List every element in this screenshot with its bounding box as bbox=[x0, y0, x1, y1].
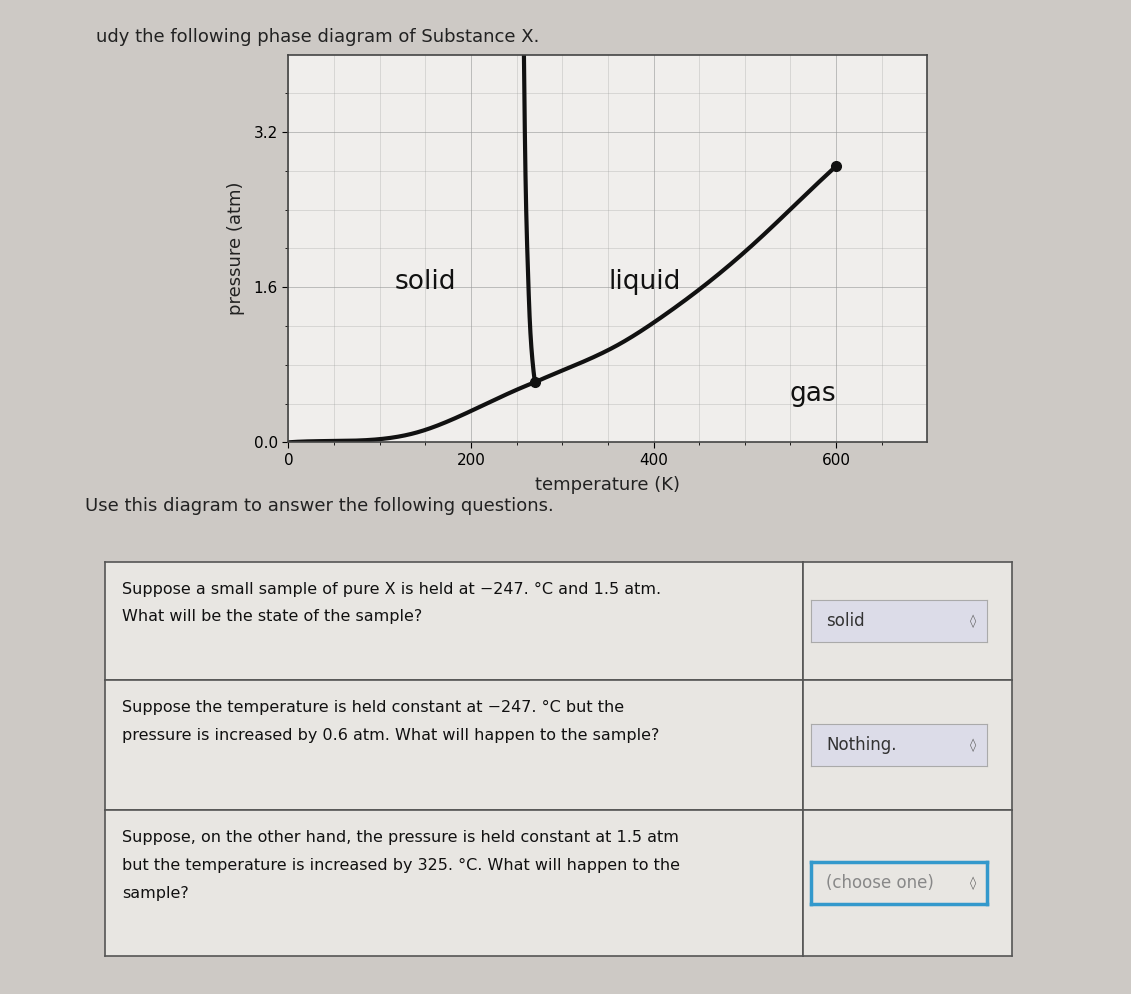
Text: Suppose a small sample of pure X is held at −247. °C and 1.5 atm.: Suppose a small sample of pure X is held… bbox=[122, 581, 662, 596]
Text: What will be the state of the sample?: What will be the state of the sample? bbox=[122, 609, 422, 624]
Text: sample?: sample? bbox=[122, 886, 189, 901]
Y-axis label: pressure (atm): pressure (atm) bbox=[227, 182, 245, 315]
Text: Suppose the temperature is held constant at −247. °C but the: Suppose the temperature is held constant… bbox=[122, 700, 624, 715]
Text: ◊: ◊ bbox=[970, 739, 976, 751]
Text: (choose one): (choose one) bbox=[826, 875, 934, 893]
Text: udy the following phase diagram of Substance X.: udy the following phase diagram of Subst… bbox=[96, 28, 539, 46]
X-axis label: temperature (K): temperature (K) bbox=[535, 476, 681, 494]
Text: pressure is increased by 0.6 atm. What will happen to the sample?: pressure is increased by 0.6 atm. What w… bbox=[122, 728, 659, 743]
Text: solid: solid bbox=[395, 269, 456, 295]
Text: liquid: liquid bbox=[608, 269, 681, 295]
Text: gas: gas bbox=[789, 381, 837, 407]
Text: Suppose, on the other hand, the pressure is held constant at 1.5 atm: Suppose, on the other hand, the pressure… bbox=[122, 830, 679, 845]
Text: ◊: ◊ bbox=[970, 877, 976, 890]
Text: Nothing.: Nothing. bbox=[826, 737, 897, 754]
Text: ◊: ◊ bbox=[970, 614, 976, 627]
Text: solid: solid bbox=[826, 611, 865, 630]
Text: but the temperature is increased by 325. °C. What will happen to the: but the temperature is increased by 325.… bbox=[122, 858, 680, 873]
Text: Use this diagram to answer the following questions.: Use this diagram to answer the following… bbox=[85, 497, 553, 515]
